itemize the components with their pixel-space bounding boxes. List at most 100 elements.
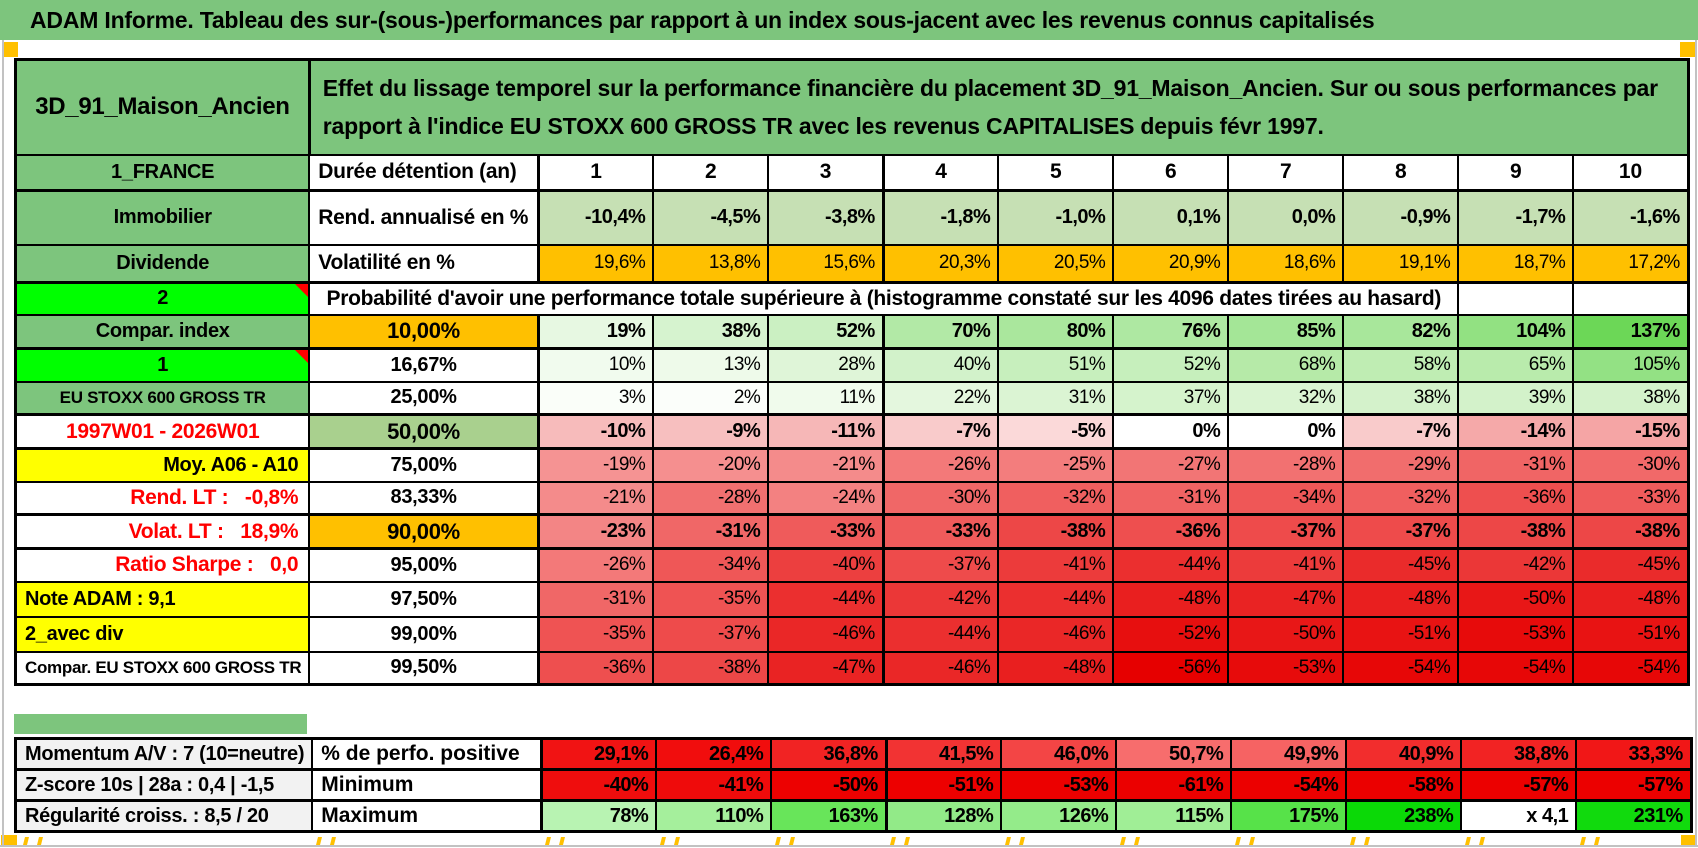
value-cell[interactable]: 46,0% (1000, 737, 1118, 771)
value-cell[interactable]: -33% (767, 513, 885, 550)
value-cell[interactable]: -31% (1112, 480, 1230, 516)
metric-cell[interactable]: Rend. annualisé en % (308, 189, 540, 246)
value-cell[interactable]: -38% (652, 650, 770, 686)
value-cell[interactable]: -53% (1457, 615, 1575, 653)
value-cell[interactable]: -41% (1227, 547, 1345, 583)
value-cell[interactable]: 2% (652, 380, 770, 416)
row-label[interactable]: Rend. LT : -0,8% (14, 480, 311, 516)
value-cell[interactable]: -25% (997, 447, 1115, 483)
value-cell[interactable]: -31% (652, 513, 770, 550)
value-cell[interactable]: 68% (1227, 347, 1345, 383)
value-cell[interactable]: 0,1% (1112, 189, 1230, 246)
value-cell[interactable]: 4 (882, 153, 1000, 192)
value-cell[interactable]: -33% (882, 513, 1000, 550)
value-cell[interactable]: -30% (1572, 447, 1690, 483)
value-cell[interactable]: -40% (767, 547, 885, 583)
value-cell[interactable]: -1,0% (997, 189, 1115, 246)
value-cell[interactable]: 29,1% (540, 737, 658, 771)
row-label[interactable]: Dividende (14, 243, 311, 284)
value-cell[interactable]: -42% (882, 580, 1000, 618)
probability-note-cell[interactable]: Probabilité d'avoir une performance tota… (308, 281, 1460, 316)
value-cell[interactable]: 0% (1112, 413, 1230, 450)
value-cell[interactable]: 2 (652, 153, 770, 192)
value-cell[interactable]: -50% (1227, 615, 1345, 653)
value-cell[interactable]: 37% (1112, 380, 1230, 416)
value-cell[interactable]: 38% (1342, 380, 1460, 416)
empty-cell[interactable] (1457, 281, 1575, 316)
value-cell[interactable]: -57% (1575, 768, 1693, 802)
value-cell[interactable]: 3% (537, 380, 655, 416)
value-cell[interactable]: -29% (1342, 447, 1460, 483)
value-cell[interactable]: -48% (997, 650, 1115, 686)
value-cell[interactable]: 49,9% (1230, 737, 1348, 771)
metric-cell[interactable]: 83,33% (308, 480, 540, 516)
value-cell[interactable]: 18,6% (1227, 243, 1345, 284)
value-cell[interactable]: -38% (1457, 513, 1575, 550)
value-cell[interactable]: -37% (882, 547, 1000, 583)
value-cell[interactable]: -27% (1112, 447, 1230, 483)
value-cell[interactable]: -21% (537, 480, 655, 516)
value-cell[interactable]: -10% (537, 413, 655, 450)
value-cell[interactable]: -10,4% (537, 189, 655, 246)
value-cell[interactable]: 20,5% (997, 243, 1115, 284)
value-cell[interactable]: -35% (652, 580, 770, 618)
value-cell[interactable]: -1,8% (882, 189, 1000, 246)
description-cell[interactable]: Effet du lissage temporel sur la perform… (308, 58, 1690, 156)
value-cell[interactable]: -14% (1457, 413, 1575, 450)
row-label[interactable]: 1_FRANCE (14, 153, 311, 192)
row-label[interactable]: 1997W01 - 2026W01 (14, 413, 311, 450)
value-cell[interactable]: 22% (882, 380, 1000, 416)
metric-cell[interactable]: 90,00% (308, 513, 540, 550)
row-label[interactable]: Note ADAM : 9,1 (14, 580, 311, 618)
value-cell[interactable]: -53% (1000, 768, 1118, 802)
value-cell[interactable]: 110% (655, 799, 773, 833)
value-cell[interactable]: -11% (767, 413, 885, 450)
value-cell[interactable]: -33% (1572, 480, 1690, 516)
value-cell[interactable]: 26,4% (655, 737, 773, 771)
value-cell[interactable]: -42% (1457, 547, 1575, 583)
value-cell[interactable]: 137% (1572, 313, 1690, 350)
value-cell[interactable]: -36% (1457, 480, 1575, 516)
value-cell[interactable]: -47% (1227, 580, 1345, 618)
value-cell[interactable]: 163% (770, 799, 888, 833)
value-cell[interactable]: 36,8% (770, 737, 888, 771)
value-cell[interactable]: -28% (1227, 447, 1345, 483)
value-cell[interactable]: -9% (652, 413, 770, 450)
value-cell[interactable]: -40% (540, 768, 658, 802)
value-cell[interactable]: -38% (997, 513, 1115, 550)
metric-cell[interactable]: 99,00% (308, 615, 540, 653)
value-cell[interactable]: 10% (537, 347, 655, 383)
value-cell[interactable]: -38% (1572, 513, 1690, 550)
value-cell[interactable]: -7% (1342, 413, 1460, 450)
value-cell[interactable]: -51% (1572, 615, 1690, 653)
value-cell[interactable]: -46% (882, 650, 1000, 686)
value-cell[interactable]: -54% (1457, 650, 1575, 686)
value-cell[interactable]: -3,8% (767, 189, 885, 246)
value-cell[interactable]: 40,9% (1345, 737, 1463, 771)
value-cell[interactable]: -44% (767, 580, 885, 618)
value-cell[interactable]: -41% (655, 768, 773, 802)
value-cell[interactable]: 115% (1115, 799, 1233, 833)
value-cell[interactable]: 50,7% (1115, 737, 1233, 771)
value-cell[interactable]: -50% (770, 768, 888, 802)
value-cell[interactable]: -44% (997, 580, 1115, 618)
value-cell[interactable]: 105% (1572, 347, 1690, 383)
value-cell[interactable]: -23% (537, 513, 655, 550)
row-label[interactable]: EU STOXX 600 GROSS TR (14, 380, 311, 416)
value-cell[interactable]: 82% (1342, 313, 1460, 350)
value-cell[interactable]: 20,3% (882, 243, 1000, 284)
value-cell[interactable]: 238% (1345, 799, 1463, 833)
value-cell[interactable]: 51% (997, 347, 1115, 383)
value-cell[interactable]: -51% (885, 768, 1003, 802)
value-cell[interactable]: 128% (885, 799, 1003, 833)
metric-cell[interactable]: 75,00% (308, 447, 540, 483)
value-cell[interactable]: 8 (1342, 153, 1460, 192)
value-cell[interactable]: 126% (1000, 799, 1118, 833)
value-cell[interactable]: -32% (997, 480, 1115, 516)
value-cell[interactable]: 32% (1227, 380, 1345, 416)
value-cell[interactable]: 41,5% (885, 737, 1003, 771)
value-cell[interactable]: 65% (1457, 347, 1575, 383)
row-label[interactable]: 2_avec div (14, 615, 311, 653)
value-cell[interactable]: -46% (767, 615, 885, 653)
value-cell[interactable]: 80% (997, 313, 1115, 350)
